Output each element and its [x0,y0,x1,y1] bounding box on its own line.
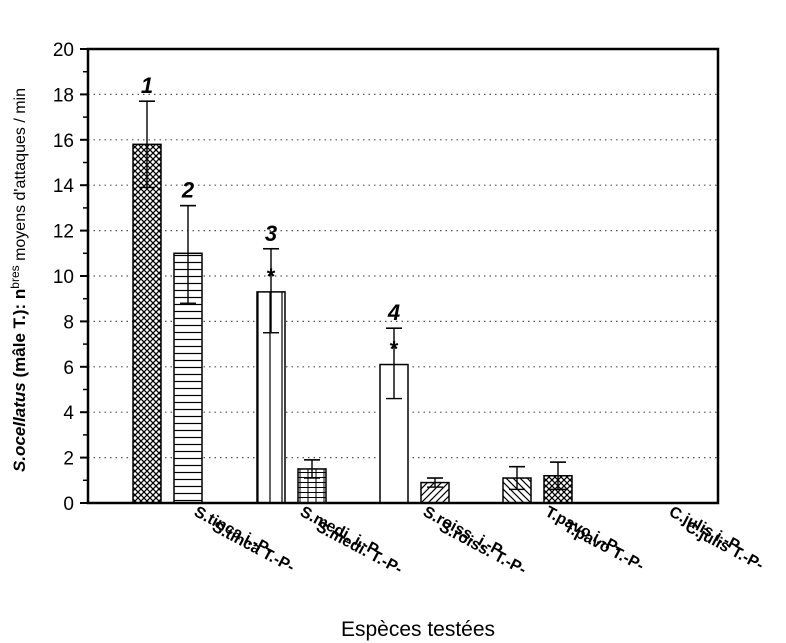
group-label: 2 [181,178,195,203]
x-tick-label: S.medi. i.-P- [297,504,386,562]
error-bars [139,100,566,491]
y-tick-label: 16 [53,131,74,152]
y-tick-label: 2 [63,449,74,470]
significance-star: * [390,337,399,362]
y-tick-label: 14 [53,176,75,197]
y-tick-label: 10 [53,267,74,288]
y-tick-label: 6 [63,358,74,379]
y-axis: 0 2 4 6 8 10 12 14 16 18 20 [53,40,88,515]
y-tick-label: 18 [53,85,74,106]
x-tick-label: T.pavo i.-P- [542,504,625,559]
annotations: 1 2 3 4 * * [141,73,400,361]
y-tick-label: 20 [53,40,74,61]
y-tick-label: 4 [63,403,74,424]
x-tick-label: S.roiss. i.-P- [420,504,510,562]
y-tick-label: 8 [63,312,74,333]
x-tick-label: S.tinca i.-P- [191,504,276,560]
y-axis-title: S.ocellatus (mâle T.): nbres moyens d'at… [8,88,29,472]
bars [132,143,573,504]
group-label: 1 [141,73,153,98]
significance-star: * [267,264,276,289]
x-axis-labels: S.tinca T.-P-S.tinca i.-P- S.medi. T.-P-S… [191,504,766,579]
y-tick-label: 0 [63,494,74,515]
group-label: 3 [265,221,277,246]
x-axis-title: Espèces testées [341,618,495,641]
y-tick-label: 12 [53,222,74,243]
group-label: 4 [387,300,400,325]
x-tick-label: C.julis i.-P- [666,504,747,558]
bar [132,143,162,504]
